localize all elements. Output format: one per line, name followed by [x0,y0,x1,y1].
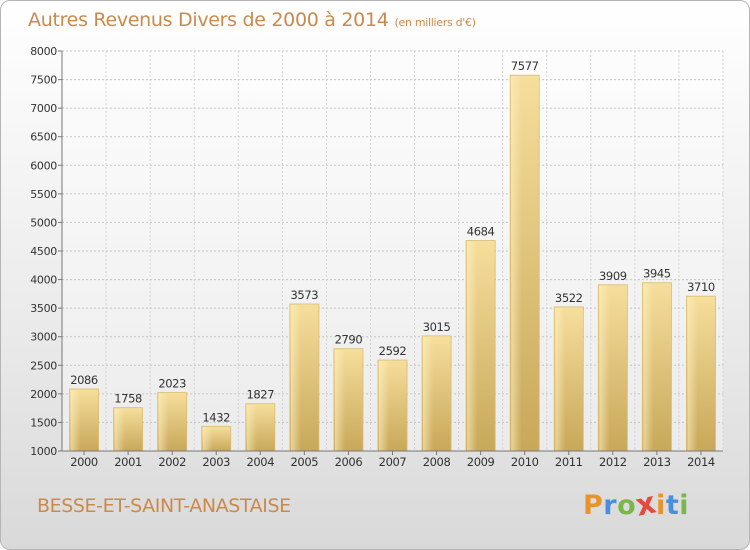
y-tick-label: 3000 [30,331,57,344]
bar-highlight [511,76,522,452]
y-tick-label: 3500 [30,302,57,315]
bar-highlight [246,404,257,451]
y-tick-label: 4000 [30,274,57,287]
data-label: 3945 [643,267,671,281]
title-text: Autres Revenus Divers de 2000 à 2014 [28,9,389,31]
data-label: 1432 [202,410,230,424]
x-tick-label: 2007 [379,455,407,469]
x-tick-label: 2014 [687,455,715,469]
data-label: 1758 [114,392,142,406]
logo-letter: i [679,490,689,521]
data-label: 2086 [70,373,98,387]
proxiti-logo[interactable]: Proxiti [583,485,689,523]
y-tick-label: 1000 [30,445,57,458]
y-tick-label: 7500 [30,74,57,87]
x-tick-label: 2010 [511,455,539,469]
chart-title: Autres Revenus Divers de 2000 à 2014 (en … [28,9,476,31]
bar-highlight [423,336,434,451]
logo-letter: P [583,490,604,521]
y-tick-label: 6500 [30,131,57,144]
y-tick-label: 2000 [30,388,57,401]
bar-highlight [467,241,478,451]
data-label: 3710 [687,280,715,294]
data-label: 3573 [291,288,319,302]
x-tick-label: 2013 [643,455,671,469]
y-tick-label: 5000 [30,216,57,229]
logo-letter: r [603,490,618,521]
x-tick-label: 2009 [467,455,495,469]
data-label: 3015 [423,320,451,334]
data-label: 2023 [158,377,186,391]
bar-highlight [202,427,213,451]
x-tick-label: 2006 [335,455,363,469]
bar-highlight [290,304,302,451]
y-tick-label: 2500 [30,359,57,372]
bar-highlight [158,393,169,451]
x-tick-label: 2005 [291,455,319,469]
logo-letter: o [617,490,637,521]
x-tick-label: 2001 [114,455,142,469]
y-tick-label: 6000 [30,159,57,172]
x-tick-label: 2000 [70,455,98,469]
bar-highlight [70,389,81,451]
data-label: 2790 [335,333,363,347]
bar-highlight [555,307,566,451]
data-label: 4684 [467,224,495,238]
bar-highlight [599,285,610,451]
bar-highlight [687,297,698,451]
logo-letter: t [665,490,680,521]
y-tick-label: 7000 [30,102,57,115]
y-tick-label: 5500 [30,188,57,201]
data-label: 3909 [599,269,627,283]
logo-letter: i [656,490,666,521]
data-label: 3522 [555,291,583,305]
y-tick-label: 4500 [30,245,57,258]
bar-highlight [334,349,346,451]
x-tick-label: 2003 [202,455,230,469]
data-label: 7577 [511,59,539,73]
title-unit: (en milliers d'€) [394,16,476,29]
x-tick-label: 2008 [423,455,451,469]
bar-highlight [378,361,390,451]
data-label: 1827 [246,388,274,402]
y-tick-label: 8000 [30,45,57,58]
data-label: 2592 [379,344,407,358]
x-tick-label: 2004 [246,455,274,469]
bar-highlight [114,408,125,451]
y-tick-label: 1500 [30,416,57,429]
bar-highlight [643,283,654,451]
x-tick-label: 2011 [555,455,583,469]
x-tick-label: 2012 [599,455,627,469]
commune-name: BESSE-ET-SAINT-ANASTAISE [37,495,291,517]
x-tick-label: 2002 [158,455,186,469]
